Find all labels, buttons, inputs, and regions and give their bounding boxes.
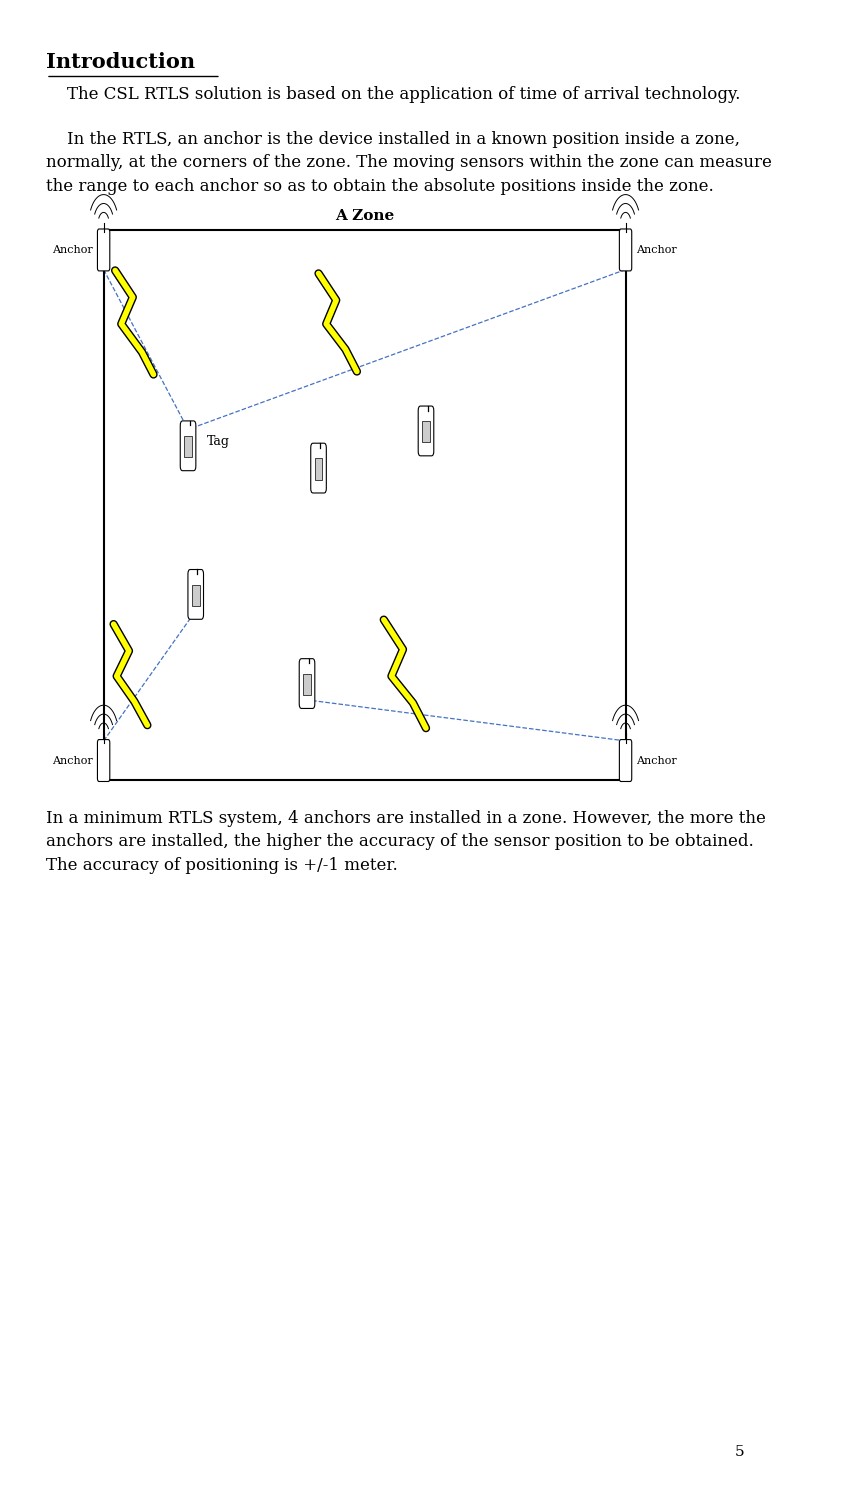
Bar [303,673,311,695]
FancyBboxPatch shape [188,569,204,620]
FancyBboxPatch shape [418,406,434,456]
FancyBboxPatch shape [311,443,327,493]
FancyBboxPatch shape [299,658,314,709]
FancyBboxPatch shape [181,421,196,471]
Text: In the RTLS, an anchor is the device installed in a known position inside a zone: In the RTLS, an anchor is the device ins… [46,131,772,195]
FancyBboxPatch shape [98,229,110,270]
Bar [192,584,200,606]
Text: Tag: Tag [206,435,230,447]
FancyBboxPatch shape [98,740,110,782]
Text: Anchor: Anchor [637,245,677,256]
Bar [184,435,192,458]
Text: Introduction: Introduction [46,52,195,71]
FancyBboxPatch shape [619,740,632,782]
Text: Anchor: Anchor [637,755,677,765]
Text: The CSL RTLS solution is based on the application of time of arrival technology.: The CSL RTLS solution is based on the ap… [46,86,740,103]
Bar [422,421,430,443]
Text: Anchor: Anchor [52,245,92,256]
Bar [314,458,322,480]
Text: In a minimum RTLS system, 4 anchors are installed in a zone. However, the more t: In a minimum RTLS system, 4 anchors are … [46,810,766,874]
FancyBboxPatch shape [619,229,632,270]
Text: A Zone: A Zone [335,210,394,223]
Text: Anchor: Anchor [52,755,92,765]
Text: 5: 5 [735,1446,745,1459]
